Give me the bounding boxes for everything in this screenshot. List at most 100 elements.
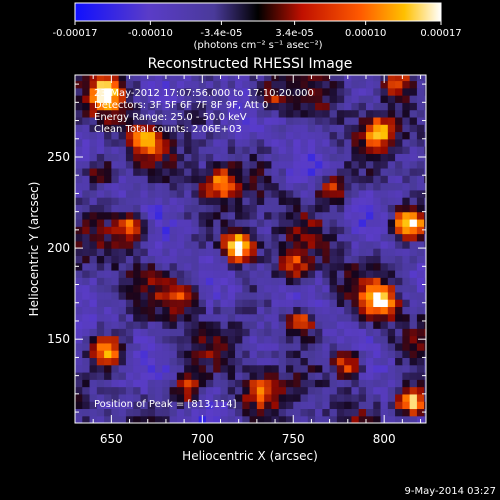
heatmap-cell xyxy=(125,291,134,300)
heatmap-cell xyxy=(140,291,149,300)
heatmap-cell xyxy=(365,153,374,162)
heatmap-cell xyxy=(176,80,185,89)
heatmap-cell xyxy=(300,204,309,213)
heatmap-cell xyxy=(380,291,389,300)
heatmap-cell xyxy=(387,364,396,373)
heatmap-cell xyxy=(264,146,273,154)
heatmap-cell xyxy=(300,153,309,162)
heatmap-cell xyxy=(227,393,236,402)
heatmap-cell xyxy=(249,218,258,227)
heatmap-cell xyxy=(96,248,105,256)
heatmap-cell xyxy=(125,189,134,198)
heatmap-cell xyxy=(300,109,309,118)
heatmap-cell xyxy=(278,262,287,271)
heatmap-cell xyxy=(75,182,83,191)
heatmap-cell xyxy=(271,342,280,351)
heatmap-cell xyxy=(198,401,207,410)
heatmap-cell xyxy=(271,350,280,359)
heatmap-cell xyxy=(111,401,120,410)
heatmap-cell xyxy=(387,277,396,286)
heatmap-cell xyxy=(162,240,171,249)
heatmap-cell xyxy=(307,189,316,198)
heatmap-cell xyxy=(300,240,309,249)
heatmap-cell xyxy=(104,342,112,351)
heatmap-cell xyxy=(395,102,403,111)
heatmap-cell xyxy=(293,262,302,271)
heatmap-cell xyxy=(155,95,163,103)
heatmap-cell xyxy=(96,75,105,82)
heatmap-cell xyxy=(89,233,98,242)
heatmap-cell xyxy=(205,248,214,256)
heatmap-cell xyxy=(409,262,418,271)
heatmap-cell xyxy=(147,167,156,176)
heatmap-cell xyxy=(227,262,236,271)
heatmap-cell xyxy=(300,218,309,227)
heatmap-cell xyxy=(169,189,178,198)
heatmap-cell xyxy=(111,284,120,293)
heatmap-cell xyxy=(140,255,149,264)
heatmap-cell xyxy=(96,277,105,286)
heatmap-cell xyxy=(395,124,403,133)
heatmap-cell xyxy=(242,364,251,373)
heatmap-cell xyxy=(387,262,396,271)
heatmap-cell xyxy=(147,299,156,307)
heatmap-cell xyxy=(75,138,83,147)
heatmap-cell xyxy=(75,291,83,300)
heatmap-cell xyxy=(155,364,163,373)
heatmap-cell xyxy=(416,124,425,133)
heatmap-cell xyxy=(336,284,345,293)
heatmap-cell xyxy=(373,146,382,154)
heatmap-cell xyxy=(249,284,258,293)
heatmap-cell xyxy=(307,379,316,388)
heatmap-cell xyxy=(75,328,83,337)
heatmap-cell xyxy=(147,291,156,300)
heatmap-cell xyxy=(140,408,149,417)
heatmap-cell xyxy=(402,102,411,111)
heatmap-cell xyxy=(89,277,98,286)
heatmap-cell xyxy=(285,299,294,307)
heatmap-cell xyxy=(125,320,134,329)
heatmap-cell xyxy=(278,124,287,133)
heatmap-cell xyxy=(351,197,360,205)
heatmap-cell xyxy=(395,87,403,96)
heatmap-cell xyxy=(358,182,367,191)
heatmap-cell xyxy=(205,240,214,249)
heatmap-cell xyxy=(198,269,207,278)
heatmap-cell xyxy=(162,328,171,337)
heatmap-cell xyxy=(147,262,156,271)
heatmap-cell xyxy=(205,167,214,176)
heatmap-cell xyxy=(351,262,360,271)
heatmap-cell xyxy=(213,160,222,169)
heatmap-cell xyxy=(133,291,142,300)
heatmap-cell xyxy=(256,102,265,111)
heatmap-cell xyxy=(409,167,418,176)
heatmap-cell xyxy=(293,211,302,220)
heatmap-cell xyxy=(82,284,91,293)
heatmap-cell xyxy=(373,291,382,300)
heatmap-cell xyxy=(140,357,149,366)
heatmap-cell xyxy=(278,116,287,125)
heatmap-cell xyxy=(329,226,338,235)
heatmap-cell xyxy=(213,116,222,125)
heatmap-cell xyxy=(278,299,287,307)
heatmap-cell xyxy=(125,350,134,359)
heatmap-cell xyxy=(271,160,280,169)
heatmap-cell xyxy=(118,167,127,176)
heatmap-cell xyxy=(213,226,222,235)
heatmap-cell xyxy=(365,211,374,220)
heatmap-cell xyxy=(169,153,178,162)
colorbar-tick-label: -0.00017 xyxy=(53,28,98,39)
heatmap-cell xyxy=(75,233,83,242)
heatmap-cell xyxy=(358,95,367,103)
heatmap-cell xyxy=(242,153,251,162)
heatmap-cell xyxy=(96,138,105,147)
heatmap-cell xyxy=(220,240,229,249)
heatmap-cell xyxy=(387,109,396,118)
heatmap-cell xyxy=(416,364,425,373)
heatmap-cell xyxy=(395,364,403,373)
heatmap-cell xyxy=(155,262,163,271)
heatmap-cell xyxy=(336,269,345,278)
heatmap-cell xyxy=(242,306,251,315)
annotation-block: 23-May-2012 17:07:56.000 to 17:10:20.000… xyxy=(94,88,314,135)
heatmap-cell xyxy=(402,204,411,213)
